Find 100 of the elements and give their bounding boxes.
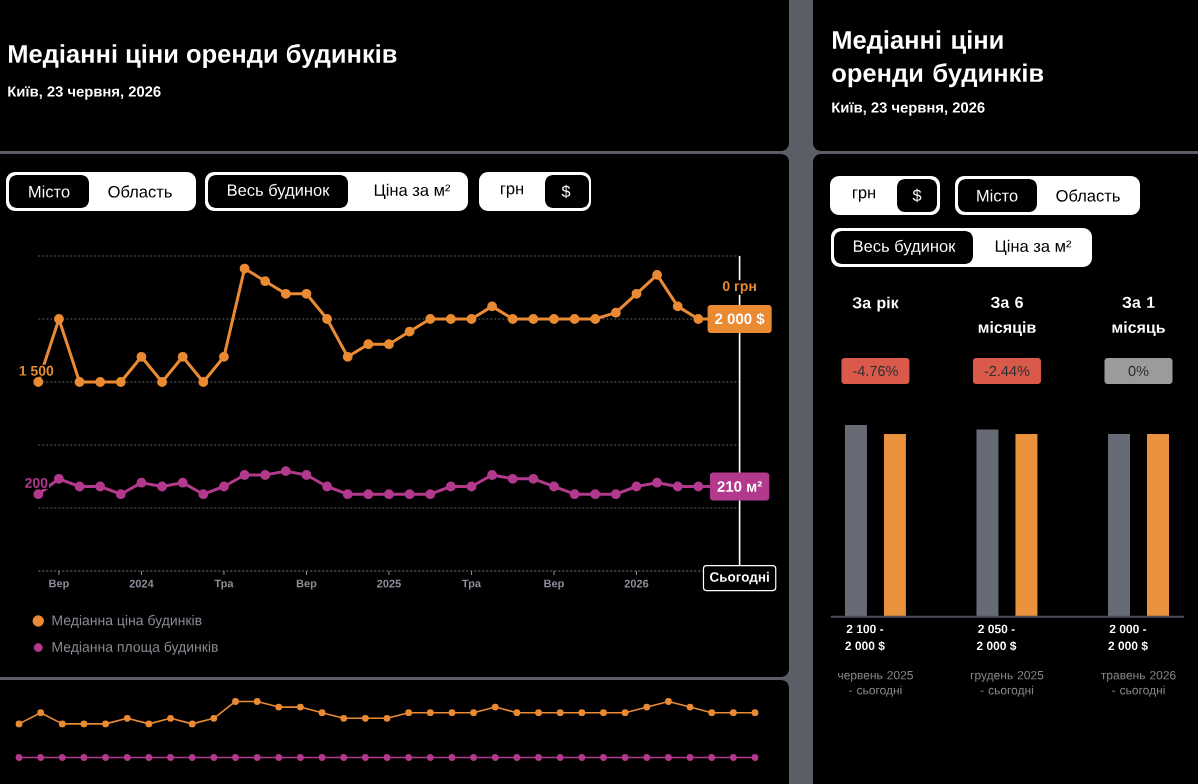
point — [167, 714, 174, 722]
point — [487, 470, 497, 480]
point — [301, 288, 312, 299]
point — [708, 754, 716, 761]
chart-title: Медіанні ціни оренди будинків — [832, 30, 1044, 88]
point — [384, 489, 394, 500]
point — [188, 754, 196, 761]
point — [260, 470, 271, 480]
point — [426, 709, 434, 717]
chart-subtitle: Київ, 23 червня, 2026 — [832, 102, 985, 116]
text: Місто — [29, 185, 70, 198]
point — [219, 351, 229, 362]
x-tick-label: За 6 місяців — [978, 296, 1036, 337]
point — [470, 709, 477, 717]
point — [123, 754, 131, 761]
point — [260, 276, 271, 287]
point — [729, 709, 737, 717]
data-label: 2 050 - — [978, 624, 1015, 634]
point — [405, 709, 413, 717]
point — [672, 481, 683, 492]
point — [198, 489, 209, 500]
text: грн — [853, 189, 876, 202]
text: грн — [501, 185, 524, 198]
point — [115, 377, 126, 387]
point — [621, 754, 629, 761]
x-tick-label: За 1 місяць — [1112, 296, 1165, 337]
data-label: 210 м² — [717, 481, 762, 492]
point — [253, 698, 261, 705]
point — [631, 288, 642, 299]
point — [95, 377, 106, 387]
point — [280, 288, 291, 299]
point — [210, 754, 218, 761]
x-tick-label: За рік — [852, 296, 899, 312]
point — [232, 698, 239, 705]
point — [198, 377, 209, 387]
point — [466, 481, 477, 492]
point — [361, 754, 369, 761]
data-label: 2 000 - — [1109, 624, 1147, 634]
point — [383, 714, 391, 722]
point — [123, 714, 131, 722]
text: $ — [561, 184, 571, 199]
data-label: 1 500 — [19, 365, 54, 376]
chart-subtitle: Київ, 23 червня, 2026 — [8, 86, 161, 100]
point — [74, 377, 85, 387]
point — [239, 263, 250, 274]
text: Весь будинок — [227, 183, 330, 200]
text: Весь будинок — [853, 239, 956, 256]
point — [157, 377, 167, 387]
annotation: 0 грн — [722, 281, 756, 294]
point — [102, 720, 109, 728]
point — [297, 703, 304, 711]
point — [600, 709, 607, 717]
point — [145, 720, 153, 728]
point — [631, 481, 642, 492]
point — [590, 314, 601, 324]
point — [404, 489, 415, 500]
point — [136, 477, 147, 488]
point — [54, 473, 64, 484]
point — [275, 754, 283, 761]
point — [528, 314, 539, 324]
point — [54, 314, 64, 324]
x-tick-label: Вер — [49, 579, 69, 590]
point — [652, 269, 662, 280]
point — [363, 339, 374, 350]
point — [322, 314, 332, 324]
text: $ — [912, 188, 922, 203]
point — [188, 720, 196, 728]
point — [145, 754, 153, 761]
point — [686, 703, 694, 711]
point — [708, 709, 716, 717]
point — [37, 709, 45, 717]
text: травень 2026 - сьогодні — [1101, 670, 1176, 697]
point — [610, 307, 621, 318]
point — [672, 301, 683, 312]
point — [569, 489, 580, 500]
point — [177, 351, 188, 362]
point — [404, 326, 415, 337]
point — [102, 754, 109, 761]
point — [556, 709, 564, 717]
x-tick-label: Вер — [296, 579, 317, 590]
x-tick-label: 2026 — [624, 579, 649, 588]
point — [693, 314, 704, 324]
x-tick-label: Вер — [544, 579, 564, 590]
data-label: 2 000 $ — [1108, 641, 1148, 651]
text: Ціна за м² — [995, 239, 1072, 256]
point — [535, 709, 542, 717]
point — [361, 714, 369, 722]
point — [219, 481, 229, 492]
point — [80, 754, 88, 761]
ref-line-label: Сьогодні — [710, 571, 769, 585]
point — [513, 754, 521, 761]
point — [297, 754, 304, 761]
point — [210, 714, 218, 722]
point — [590, 489, 601, 500]
point — [136, 351, 147, 362]
point — [15, 720, 23, 728]
point — [425, 314, 436, 324]
point — [177, 477, 188, 488]
point — [665, 698, 672, 705]
point — [600, 754, 607, 761]
